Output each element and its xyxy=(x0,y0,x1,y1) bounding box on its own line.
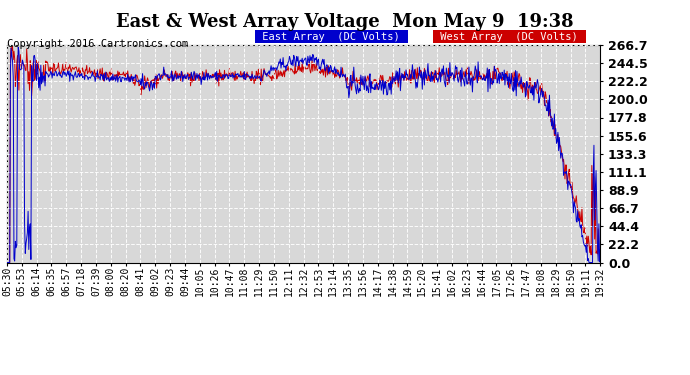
Text: East Array  (DC Volts): East Array (DC Volts) xyxy=(256,32,406,42)
Text: Copyright 2016 Cartronics.com: Copyright 2016 Cartronics.com xyxy=(7,39,188,50)
Text: East & West Array Voltage  Mon May 9  19:38: East & West Array Voltage Mon May 9 19:3… xyxy=(116,13,574,31)
Text: West Array  (DC Volts): West Array (DC Volts) xyxy=(434,32,584,42)
